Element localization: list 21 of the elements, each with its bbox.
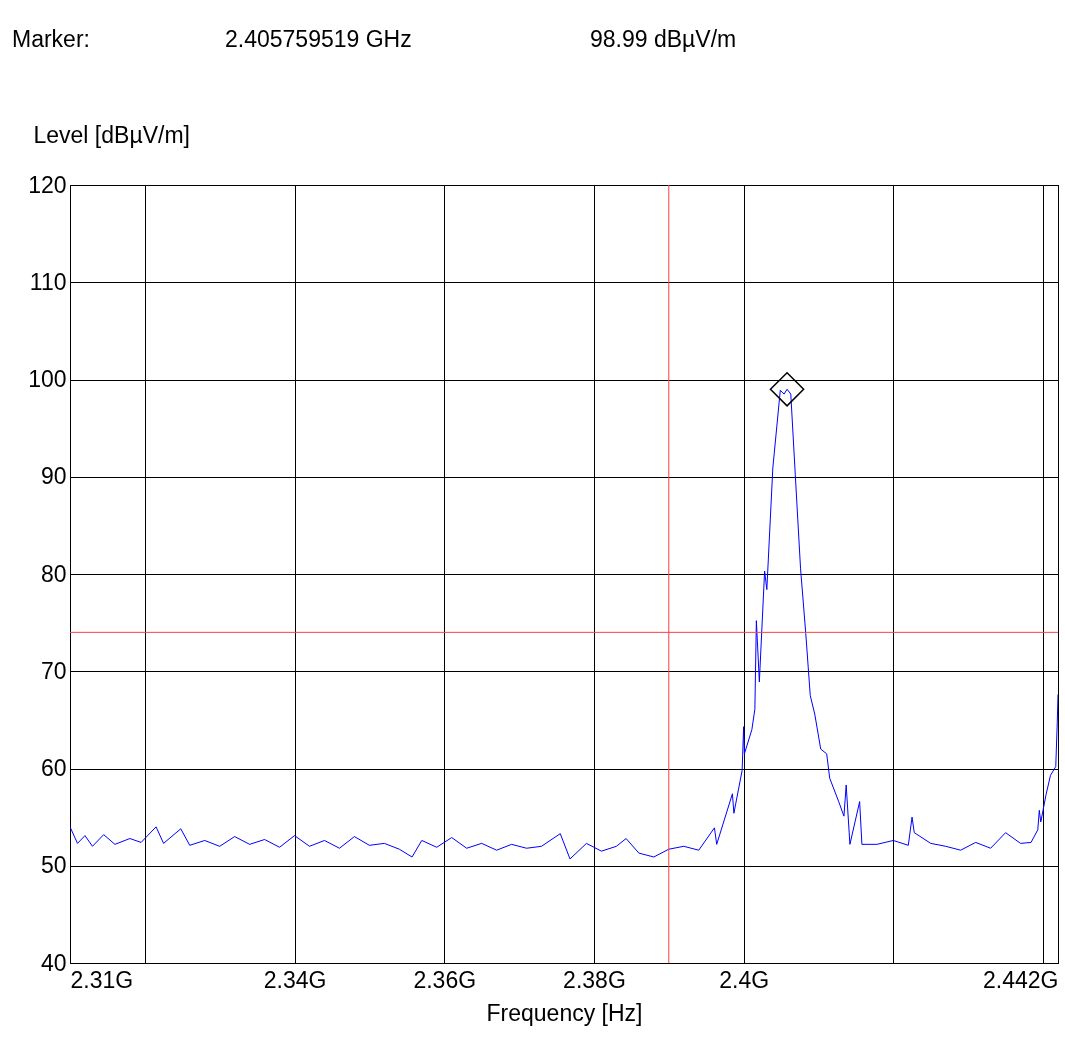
- y-tick-label: 50: [40, 852, 67, 879]
- y-tick-label: 110: [29, 268, 67, 295]
- text: 98.99 dBµV/m: [590, 26, 737, 53]
- x-tick-label: 2.36G: [413, 966, 477, 993]
- y-axis-title: Level [dBµV/m]: [33, 121, 190, 148]
- text: Marker:: [12, 26, 90, 53]
- y-tick-label: 80: [40, 560, 67, 587]
- y-tick-label: 40: [40, 949, 67, 976]
- x-tick-label: 2.38G: [563, 966, 626, 993]
- x-axis-title: Frequency [Hz]: [486, 999, 643, 1026]
- y-tick-label: 100: [28, 366, 67, 392]
- line-series: [70, 388, 1058, 860]
- x-tick-label: 2.31G: [70, 966, 134, 993]
- y-tick-label: 70: [40, 657, 67, 684]
- x-tick-label: 2.442G: [983, 966, 1059, 993]
- x-tick-label: 2.34G: [263, 966, 327, 993]
- x-tick-label: 2.4G: [719, 966, 770, 993]
- y-tick-label: 60: [40, 755, 67, 781]
- y-tick-label: 90: [40, 463, 67, 490]
- text: 2.405759519 GHz: [225, 26, 412, 53]
- y-tick-label: 120: [28, 171, 67, 198]
